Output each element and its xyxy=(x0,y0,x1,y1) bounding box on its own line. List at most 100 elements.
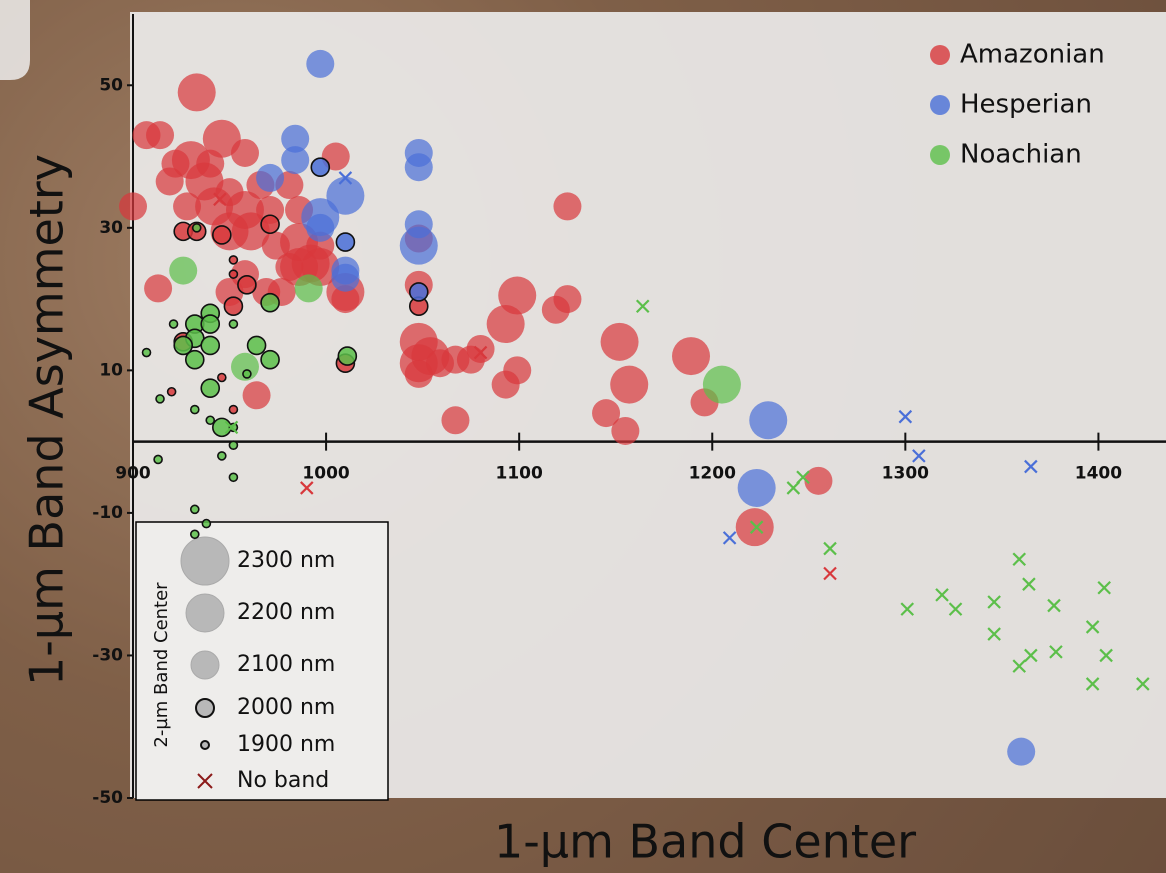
bubble xyxy=(441,346,469,374)
bubble xyxy=(213,418,231,436)
y-axis-title: 1-µm Band Asymmetry xyxy=(20,154,74,686)
bubble xyxy=(400,227,438,265)
legend-label: Noachian xyxy=(960,140,1082,170)
y-tick-label: 30 xyxy=(99,218,123,238)
bubble xyxy=(156,167,184,195)
bubble xyxy=(229,270,237,278)
corner-panel xyxy=(0,0,30,80)
bubble xyxy=(248,336,266,354)
bubble xyxy=(169,257,197,285)
bubble xyxy=(201,315,219,333)
size-legend-label: 2200 nm xyxy=(237,600,335,625)
bubble xyxy=(168,388,176,396)
bubble xyxy=(553,192,581,220)
bubble xyxy=(441,406,469,434)
bubble xyxy=(261,351,279,369)
bubble xyxy=(306,214,334,242)
size-legend-label: 2000 nm xyxy=(237,695,335,720)
bubble xyxy=(410,283,428,301)
bubble xyxy=(736,508,774,546)
bubble xyxy=(156,395,164,403)
bubble xyxy=(238,276,256,294)
x-tick-label: 900 xyxy=(115,464,151,484)
y-tick-label: -10 xyxy=(92,503,123,523)
legend-swatch xyxy=(930,145,950,165)
bubble xyxy=(261,215,279,233)
y-tick-label: -50 xyxy=(92,788,123,808)
bubble xyxy=(144,274,172,302)
size-legend-label: No band xyxy=(237,768,329,793)
bubble xyxy=(610,366,648,404)
bubble xyxy=(738,469,776,507)
bubble xyxy=(231,139,259,167)
bubble xyxy=(338,347,356,365)
bubble xyxy=(243,381,271,409)
bubble xyxy=(218,373,226,381)
bubble xyxy=(186,351,204,369)
bubble xyxy=(229,256,237,264)
bubble xyxy=(191,406,199,414)
page: 1-µm Band Center 1-µm Band Asymmetry 2-µ… xyxy=(0,0,1166,873)
bubble xyxy=(213,226,231,244)
x-tick-label: 1400 xyxy=(1075,464,1122,484)
bubble xyxy=(229,473,237,481)
bubble xyxy=(218,452,226,460)
bubble xyxy=(672,337,710,375)
bubble xyxy=(311,158,329,176)
size-legend-label: 2100 nm xyxy=(237,652,335,677)
bubble xyxy=(201,336,219,354)
bubble xyxy=(281,146,309,174)
bubble xyxy=(703,366,741,404)
bubble xyxy=(170,320,178,328)
bubble xyxy=(202,520,210,528)
bubble xyxy=(146,121,174,149)
bubble xyxy=(229,441,237,449)
bubble xyxy=(224,297,242,315)
bubble xyxy=(749,401,787,439)
bubble xyxy=(405,153,433,181)
legend-swatch xyxy=(930,95,950,115)
bubble xyxy=(261,294,279,312)
bubble xyxy=(601,323,639,361)
size-legend-label: 2300 nm xyxy=(237,548,335,573)
x-tick-label: 1000 xyxy=(302,464,349,484)
bubble xyxy=(467,335,495,363)
bubble xyxy=(154,455,162,463)
bubble xyxy=(191,530,199,538)
size-legend-swatch xyxy=(181,537,229,585)
legend-label: Amazonian xyxy=(960,40,1105,70)
bubble xyxy=(229,320,237,328)
x-axis-title: 1-µm Band Center xyxy=(494,815,916,869)
size-legend-swatch xyxy=(201,741,209,749)
bubble xyxy=(191,505,199,513)
y-tick-label: 50 xyxy=(99,75,123,95)
bubble xyxy=(306,50,334,78)
bubble xyxy=(487,305,525,343)
bubble xyxy=(295,274,323,302)
bubble xyxy=(243,370,251,378)
y-tick-label: 10 xyxy=(99,360,123,380)
size-legend-swatch xyxy=(196,699,214,717)
size-legend-swatch xyxy=(191,651,219,679)
bubble xyxy=(331,264,359,292)
chart: 1-µm Band Center 1-µm Band Asymmetry 2-µ… xyxy=(0,0,1166,873)
bubble xyxy=(229,406,237,414)
x-tick-label: 1300 xyxy=(882,464,929,484)
bubble xyxy=(256,164,284,192)
bubble xyxy=(611,417,639,445)
y-tick-label: -30 xyxy=(92,645,123,665)
size-legend-label: 1900 nm xyxy=(237,732,335,757)
bubble xyxy=(336,233,354,251)
bubble xyxy=(119,192,147,220)
bubble xyxy=(542,296,570,324)
legend-label: Hesperian xyxy=(960,90,1092,120)
bubble xyxy=(178,73,216,111)
bubble xyxy=(492,371,520,399)
legend-swatch xyxy=(930,45,950,65)
x-tick-label: 1200 xyxy=(689,464,736,484)
x-tick-label: 1100 xyxy=(496,464,543,484)
bubble xyxy=(1007,738,1035,766)
bubble xyxy=(193,224,201,232)
size-legend-swatch xyxy=(186,594,224,632)
